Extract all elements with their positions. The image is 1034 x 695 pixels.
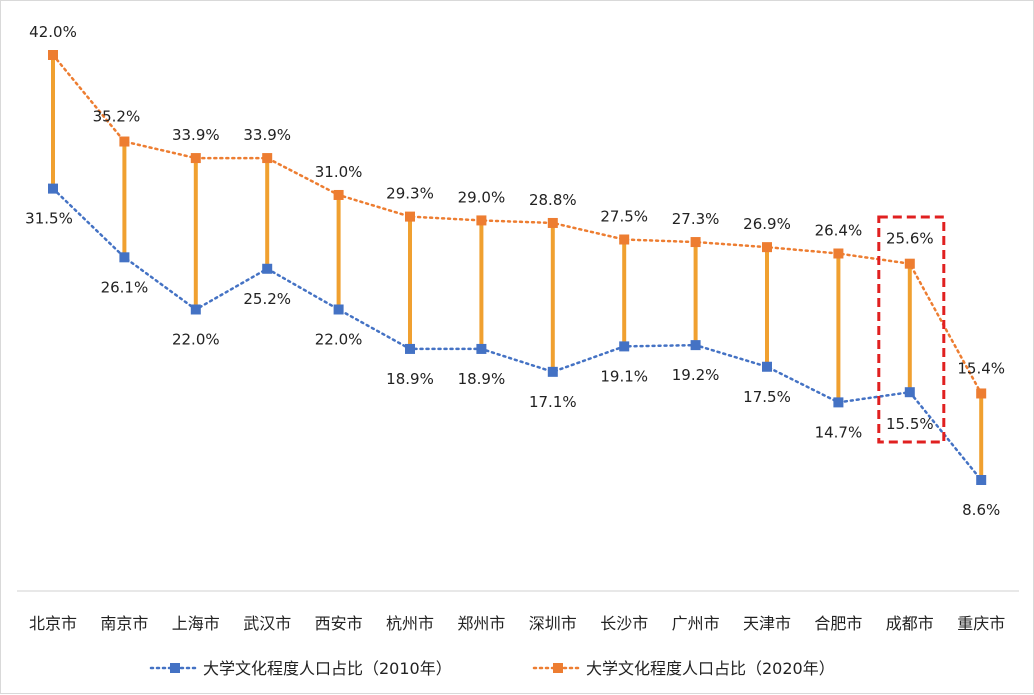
marker-1-12 (904, 258, 915, 269)
legend-label-1: 大学文化程度人口占比（2020年） (586, 659, 835, 678)
legend: 大学文化程度人口占比（2010年） 大学文化程度人口占比（2020年） (149, 659, 835, 678)
data-label-2010-0: 31.5% (25, 210, 73, 228)
category-label-3: 武汉市 (243, 614, 291, 633)
marker-0-9 (690, 340, 701, 351)
marker-1-9 (690, 237, 701, 248)
data-label-2020-1: 35.2% (93, 108, 141, 126)
marker-1-7 (547, 217, 558, 228)
marker-0-13 (976, 475, 987, 485)
data-label-2010-9: 19.2% (672, 366, 720, 384)
marker-1-8 (619, 234, 630, 245)
category-label-13: 重庆市 (957, 614, 1005, 633)
marker-1-6 (476, 215, 487, 226)
data-label-2020-5: 29.3% (386, 185, 434, 203)
data-label-2020-9: 27.3% (672, 210, 720, 228)
marker-1-13 (976, 388, 987, 399)
category-label-10: 天津市 (743, 614, 791, 633)
marker-1-1 (119, 136, 130, 147)
marker-0-10 (762, 361, 772, 372)
marker-0-1 (119, 252, 130, 263)
data-label-2010-3: 25.2% (243, 290, 291, 308)
marker-1-5 (405, 211, 415, 222)
marker-0-4 (333, 304, 344, 315)
marker-0-8 (619, 341, 630, 352)
legend-marker-1 (553, 663, 563, 673)
category-label-12: 成都市 (886, 614, 934, 633)
data-label-2020-0: 42.0% (29, 23, 77, 41)
data-label-2010-4: 22.0% (315, 330, 363, 348)
marker-0-5 (405, 343, 415, 354)
marker-0-0 (48, 183, 58, 194)
data-label-2010-5: 18.9% (386, 370, 434, 388)
marker-1-3 (262, 153, 273, 164)
data-label-2010-11: 14.7% (815, 423, 863, 441)
data-label-2010-12: 15.5% (886, 415, 934, 433)
series-line-0 (51, 187, 983, 482)
marker-1-4 (333, 189, 344, 200)
data-label-2020-6: 29.0% (458, 188, 506, 206)
highlight-box (877, 215, 946, 444)
data-label-2020-8: 27.5% (600, 208, 648, 226)
category-labels: 北京市 南京市 上海市 武汉市 西安市 杭州市 郑州市 深圳市 长沙市 广州市 天津市 合肥市 成都市 重… (29, 614, 1005, 633)
data-label-2020-10: 26.9% (743, 215, 791, 233)
marker-1-11 (833, 248, 844, 259)
data-label-2010-10: 17.5% (743, 388, 791, 406)
series-lines (51, 53, 983, 482)
data-label-2020-13: 15.4% (957, 359, 1005, 377)
category-label-11: 合肥市 (814, 614, 862, 633)
data-label-2020-11: 26.4% (815, 222, 863, 240)
category-label-7: 深圳市 (529, 614, 577, 633)
data-label-2020-7: 28.8% (529, 191, 577, 209)
category-label-1: 南京市 (100, 614, 148, 633)
marker-0-7 (547, 366, 558, 377)
data-label-2020-2: 33.9% (172, 126, 220, 144)
marker-0-6 (476, 343, 487, 354)
markers (48, 50, 987, 485)
data-label-2020-4: 31.0% (315, 163, 363, 181)
legend-marker-0 (170, 663, 180, 673)
category-label-8: 长沙市 (600, 614, 648, 633)
data-label-2010-1: 26.1% (101, 278, 149, 296)
data-label-2010-6: 18.9% (458, 370, 506, 388)
legend-label-0: 大学文化程度人口占比（2010年） (203, 659, 452, 678)
category-label-0: 北京市 (29, 614, 77, 633)
marker-0-11 (833, 397, 844, 408)
category-label-5: 杭州市 (386, 614, 434, 633)
marker-1-10 (762, 242, 772, 253)
marker-0-2 (190, 304, 201, 315)
marker-1-2 (190, 153, 201, 164)
data-label-2010-13: 8.6% (962, 501, 1000, 519)
data-labels: 42.0% 35.2% 33.9% 33.9% 31.0% 29.3% 29.0% 28.8%… (25, 23, 1005, 519)
data-label-2010-7: 17.1% (529, 393, 577, 411)
category-label-4: 西安市 (315, 614, 363, 633)
data-label-2020-12: 25.6% (886, 230, 934, 248)
data-label-2020-3: 33.9% (243, 126, 291, 144)
marker-0-12 (904, 387, 915, 398)
category-label-2: 上海市 (172, 614, 220, 633)
category-label-6: 郑州市 (457, 614, 505, 633)
series-line-1 (51, 53, 983, 395)
marker-0-3 (262, 263, 273, 274)
connectors (51, 55, 984, 480)
marker-1-0 (48, 50, 58, 60)
category-label-9: 广州市 (672, 614, 720, 633)
data-label-2010-2: 22.0% (172, 330, 220, 348)
data-label-2010-8: 19.1% (600, 367, 648, 385)
